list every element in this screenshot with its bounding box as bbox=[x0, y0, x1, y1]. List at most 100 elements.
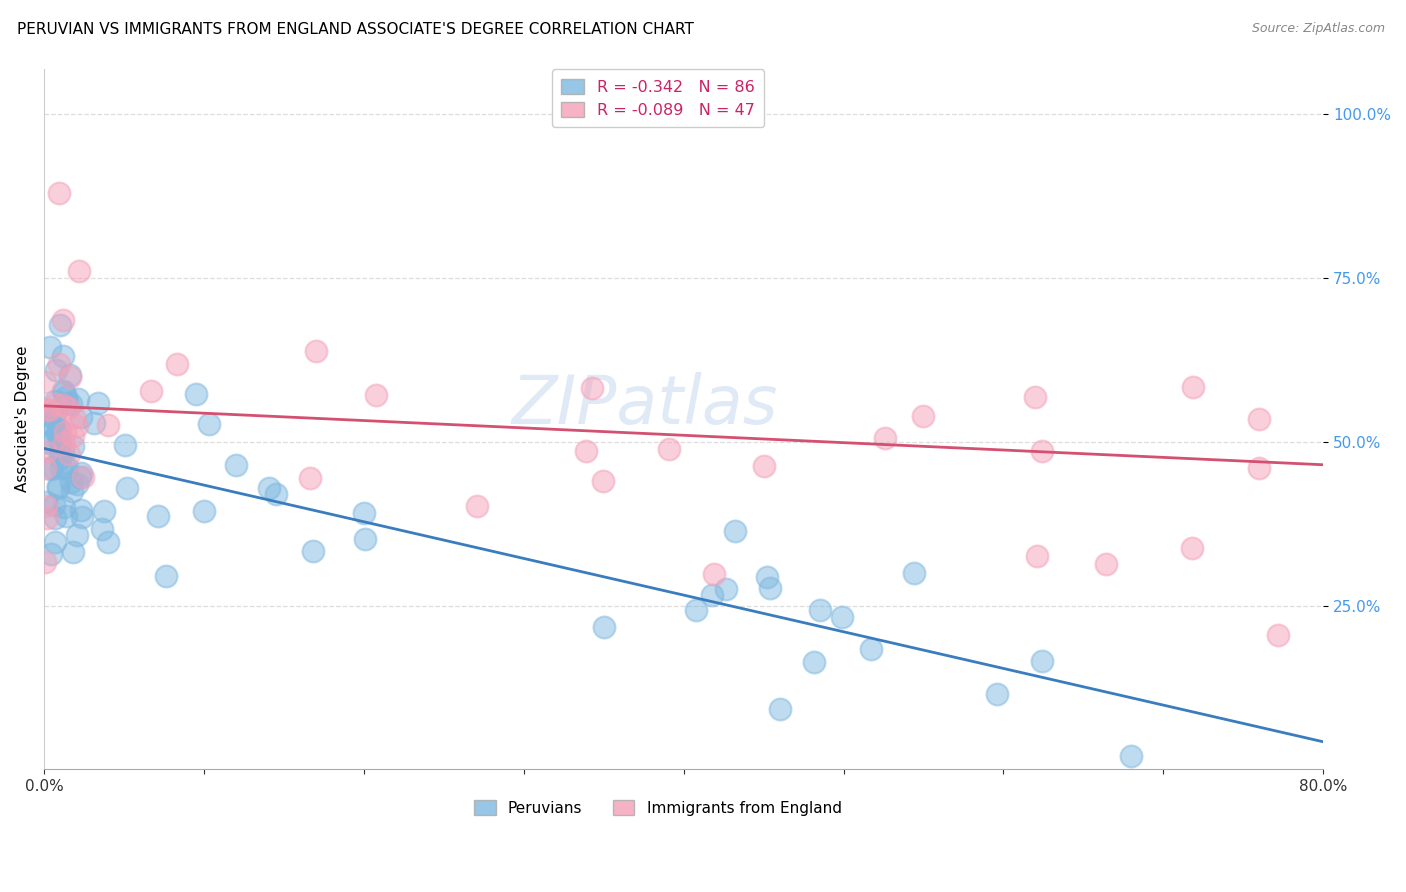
Point bbox=[39, 547, 62, 561]
Point bbox=[574, 444, 596, 458]
Point bbox=[225, 458, 247, 473]
Point bbox=[581, 380, 603, 394]
Point bbox=[53, 459, 76, 474]
Point bbox=[1267, 628, 1289, 642]
Point bbox=[146, 508, 169, 523]
Point bbox=[49, 446, 72, 460]
Point bbox=[166, 357, 188, 371]
Point bbox=[70, 467, 93, 481]
Point bbox=[48, 451, 70, 466]
Point bbox=[703, 566, 725, 581]
Point bbox=[87, 396, 110, 410]
Point bbox=[56, 395, 79, 409]
Point bbox=[49, 460, 72, 475]
Point bbox=[198, 417, 221, 431]
Point bbox=[55, 508, 77, 523]
Point bbox=[52, 444, 75, 458]
Point bbox=[69, 503, 91, 517]
Point bbox=[48, 357, 70, 371]
Point bbox=[759, 581, 782, 595]
Point bbox=[62, 545, 84, 559]
Point bbox=[60, 483, 83, 498]
Y-axis label: Associate's Degree: Associate's Degree bbox=[15, 346, 30, 492]
Point bbox=[860, 641, 883, 656]
Point bbox=[52, 384, 75, 398]
Text: PERUVIAN VS IMMIGRANTS FROM ENGLAND ASSOCIATE'S DEGREE CORRELATION CHART: PERUVIAN VS IMMIGRANTS FROM ENGLAND ASSO… bbox=[17, 22, 693, 37]
Point bbox=[35, 407, 58, 421]
Point bbox=[59, 370, 82, 384]
Point bbox=[42, 412, 65, 426]
Point bbox=[38, 434, 60, 449]
Point bbox=[49, 424, 72, 438]
Point bbox=[700, 588, 723, 602]
Point bbox=[1249, 461, 1271, 475]
Point bbox=[48, 431, 70, 445]
Point bbox=[685, 602, 707, 616]
Point bbox=[42, 498, 65, 512]
Point bbox=[93, 504, 115, 518]
Point bbox=[83, 416, 105, 430]
Point bbox=[53, 435, 76, 450]
Point bbox=[34, 445, 56, 459]
Point bbox=[66, 419, 89, 434]
Point bbox=[193, 504, 215, 518]
Point bbox=[1095, 557, 1118, 571]
Point bbox=[58, 446, 80, 460]
Point bbox=[34, 375, 56, 389]
Point bbox=[803, 655, 825, 669]
Point bbox=[903, 566, 925, 581]
Point bbox=[354, 533, 377, 547]
Point bbox=[34, 555, 56, 569]
Point bbox=[658, 442, 681, 457]
Point bbox=[1031, 443, 1053, 458]
Point bbox=[1031, 654, 1053, 668]
Point bbox=[155, 569, 177, 583]
Point bbox=[66, 476, 89, 491]
Point bbox=[1024, 390, 1046, 404]
Point bbox=[34, 495, 56, 509]
Text: Source: ZipAtlas.com: Source: ZipAtlas.com bbox=[1251, 22, 1385, 36]
Point bbox=[873, 431, 896, 445]
Point bbox=[44, 535, 66, 549]
Point bbox=[69, 469, 91, 483]
Point bbox=[48, 422, 70, 436]
Point bbox=[97, 418, 120, 433]
Point bbox=[44, 397, 66, 411]
Point bbox=[259, 481, 281, 495]
Point bbox=[592, 620, 614, 634]
Point bbox=[808, 603, 831, 617]
Point bbox=[1249, 412, 1271, 426]
Point bbox=[1182, 380, 1205, 394]
Point bbox=[41, 459, 63, 474]
Point bbox=[97, 535, 120, 549]
Point bbox=[38, 403, 60, 417]
Point bbox=[364, 388, 387, 402]
Point bbox=[45, 362, 67, 376]
Point bbox=[63, 409, 86, 424]
Point bbox=[114, 437, 136, 451]
Point bbox=[52, 384, 75, 399]
Point bbox=[46, 478, 69, 492]
Point bbox=[298, 471, 321, 485]
Point bbox=[60, 397, 83, 411]
Point bbox=[62, 429, 84, 443]
Point bbox=[465, 499, 488, 513]
Point bbox=[49, 318, 72, 332]
Point bbox=[912, 409, 935, 423]
Point bbox=[752, 458, 775, 473]
Point bbox=[72, 470, 94, 484]
Point bbox=[756, 570, 779, 584]
Point bbox=[44, 394, 66, 409]
Point bbox=[45, 404, 67, 418]
Point bbox=[62, 439, 84, 453]
Point bbox=[302, 543, 325, 558]
Point bbox=[1121, 749, 1143, 764]
Point bbox=[66, 528, 89, 542]
Point bbox=[52, 398, 75, 412]
Point bbox=[52, 350, 75, 364]
Point bbox=[60, 475, 83, 489]
Point bbox=[49, 436, 72, 450]
Point bbox=[48, 186, 70, 200]
Point bbox=[831, 610, 853, 624]
Point bbox=[305, 344, 328, 359]
